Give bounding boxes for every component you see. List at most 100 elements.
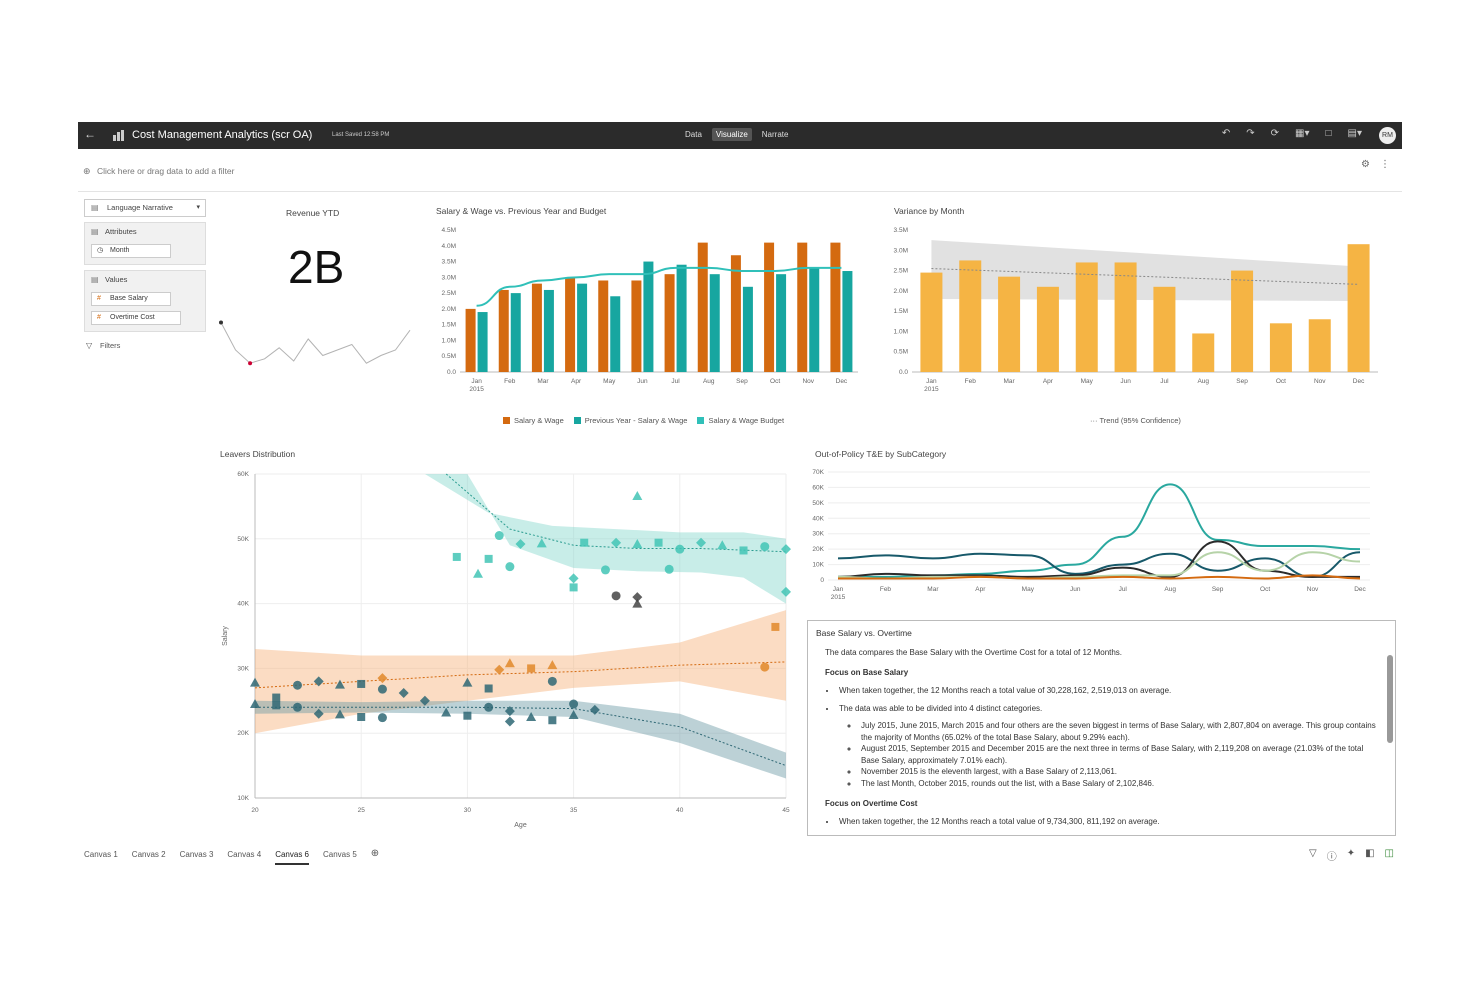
tab-canvas-6[interactable]: Canvas 6 (275, 850, 309, 865)
sparkline-path (220, 322, 411, 364)
data-point (357, 713, 366, 721)
bar (709, 274, 720, 372)
orange-confidence-band (255, 610, 786, 734)
narrative-scrollbar[interactable] (1387, 647, 1393, 833)
bar (1114, 262, 1137, 372)
mode-visualize[interactable]: Visualize (711, 128, 752, 141)
narrative-title: Base Salary vs. Overtime (816, 628, 912, 638)
narrative-panel[interactable]: Base Salary vs. Overtime The data compar… (807, 620, 1396, 836)
tab-canvas-4[interactable]: Canvas 4 (227, 850, 262, 859)
value-pill-base-salary[interactable]: # Base Salary (91, 292, 171, 306)
undo-icon[interactable]: ↶ (1221, 128, 1231, 139)
more-menu-icon[interactable]: ⋮ (1380, 159, 1390, 170)
narrative-bullet-text: The data was able to be divided into 4 d… (839, 704, 1043, 713)
narrative-subbullet: August 2015, September 2015 and December… (859, 743, 1380, 766)
bar (565, 277, 576, 372)
avatar[interactable]: RM (1379, 127, 1396, 144)
mode-data[interactable]: Data (685, 130, 702, 139)
bar (920, 272, 943, 372)
teal-confidence-band (424, 474, 786, 604)
salary-chart[interactable]: 0.0 0.5M 1.0M 1.5M 2.0M 2.5M 3.0M 3.5M 4.0M 4.5M J… (418, 220, 868, 410)
status-icons: ▽ ⓘ ✦ ◧ ◫ (1309, 848, 1394, 863)
back-arrow-icon[interactable]: ← (84, 127, 96, 141)
magic-icon[interactable]: ✦ (1346, 848, 1356, 859)
filter-icon[interactable]: ▽ (1309, 848, 1317, 859)
last-saved-text: Last Saved 12:58 PM (332, 132, 390, 138)
data-point (494, 664, 505, 675)
tab-canvas-2[interactable]: Canvas 2 (131, 850, 166, 859)
add-filter-icon[interactable]: ⊕ (83, 166, 91, 176)
leavers-chart[interactable]: 10K 20K 30K 40K 50K 60K 20 25 30 35 40 45 Age Salary (213, 462, 803, 834)
scrollbar-thumb[interactable] (1387, 655, 1393, 743)
info-icon[interactable]: ⓘ (1326, 852, 1337, 863)
preview-icon[interactable]: ▦▾ (1295, 128, 1310, 139)
x-tick-label: Sep (1212, 586, 1224, 593)
grammar-toggle-icon[interactable]: ◫ (1384, 848, 1394, 859)
data-point (452, 552, 461, 561)
data-point (398, 688, 409, 699)
viz-type-dropdown[interactable]: ▤ Language Narrative ▾ (84, 199, 206, 217)
settings-icon[interactable]: ⚙ (1361, 159, 1370, 170)
narrative-subbullet: July 2015, June 2015, March 2015 and fou… (859, 720, 1380, 743)
refresh-icon[interactable]: ⟳ (1270, 128, 1280, 139)
x-tick-label: 45 (782, 807, 790, 814)
add-canvas-icon[interactable]: ⊕ (370, 848, 380, 859)
y-tick-label: 50K (237, 536, 249, 543)
save-icon[interactable]: ▤▾ (1347, 128, 1362, 139)
bar (498, 289, 509, 372)
bar (1075, 262, 1098, 372)
narrative-heading: Focus on Base Salary (825, 668, 909, 677)
y-tick-label: 3.0M (894, 247, 908, 254)
data-point (526, 712, 537, 721)
tab-canvas-1[interactable]: Canvas 1 (84, 850, 118, 859)
trend-legend: ··· Trend (95% Confidence) (1090, 416, 1181, 425)
bar (1269, 323, 1292, 372)
redo-icon[interactable]: ↷ (1246, 128, 1255, 139)
legend-item[interactable]: Salary & Wage (503, 416, 564, 425)
mode-narrate[interactable]: Narrate (761, 130, 789, 139)
export-icon[interactable]: □ (1325, 128, 1332, 139)
y-tick-label: 0.5M (442, 353, 456, 360)
toolbar-icons: ↶ ↷ ⟳ ▦▾ □ ▤▾ (1222, 128, 1362, 139)
oop-chart-title: Out-of-Policy T&E by SubCategory (815, 449, 947, 459)
data-point (377, 673, 388, 684)
bar (776, 274, 787, 372)
viz-type-label: Language Narrative (107, 203, 173, 212)
y-tick-label: 4.5M (442, 227, 456, 234)
data-point (484, 554, 493, 563)
canvas-tabs: Canvas 1 Canvas 2 Canvas 3 Canvas 4 Canv… (84, 848, 380, 865)
data-point (504, 706, 515, 717)
bar (543, 289, 554, 372)
x-tick-label: 30 (464, 807, 472, 814)
legend-label: Salary & Wage (514, 416, 564, 425)
tab-canvas-3[interactable]: Canvas 3 (179, 850, 214, 859)
project-title[interactable]: Cost Management Analytics (scr OA) (132, 129, 313, 141)
filter-hint[interactable]: Click here or drag data to add a filter (97, 166, 235, 176)
narrative-bullet: When taken together, the 12 Months reach… (837, 816, 1380, 827)
x-tick-label: Nov (1314, 378, 1326, 385)
tab-canvas-5[interactable]: Canvas 5 (322, 850, 357, 859)
attribute-pill-month[interactable]: ◷ Month (91, 244, 171, 258)
x-tick-label: Feb (880, 586, 892, 593)
panel-toggle-icon[interactable]: ◧ (1365, 848, 1375, 859)
data-point (547, 676, 557, 686)
legend-item[interactable]: Salary & Wage Budget (697, 416, 784, 425)
bar (531, 283, 542, 372)
values-section: ▤ Values # Base Salary # Overtime Cost (84, 270, 206, 332)
attributes-label: Attributes (105, 227, 137, 236)
data-point (580, 538, 589, 547)
bar (676, 264, 687, 372)
filters-section[interactable]: ▽ Filters (84, 341, 206, 350)
filter-bar[interactable]: ⊕ Click here or drag data to add a filte… (78, 149, 1402, 192)
bar (1347, 244, 1370, 372)
data-point (334, 709, 345, 719)
legend-item[interactable]: Previous Year - Salary & Wage (573, 416, 687, 425)
bar (830, 242, 841, 372)
y-tick-label: 0 (820, 577, 824, 584)
y-tick-label: 3.5M (894, 227, 908, 234)
narrative-subbullet: The last Month, October 2015, rounds out… (859, 778, 1380, 790)
data-point (494, 531, 504, 541)
value-pill-overtime-cost[interactable]: # Overtime Cost (91, 311, 181, 325)
